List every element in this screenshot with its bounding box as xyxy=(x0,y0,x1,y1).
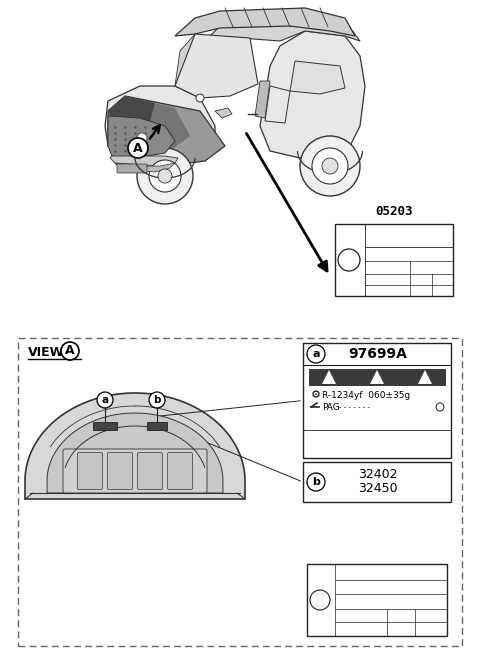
FancyBboxPatch shape xyxy=(117,164,147,173)
FancyBboxPatch shape xyxy=(137,453,163,489)
Polygon shape xyxy=(260,31,365,158)
Polygon shape xyxy=(215,108,232,118)
Text: 05203: 05203 xyxy=(375,205,413,218)
Polygon shape xyxy=(322,370,336,384)
Text: b: b xyxy=(153,395,161,405)
Polygon shape xyxy=(47,413,223,493)
Polygon shape xyxy=(108,96,190,151)
Text: 32402: 32402 xyxy=(358,468,398,482)
Text: PAG: PAG xyxy=(322,403,340,411)
FancyBboxPatch shape xyxy=(303,343,451,458)
Circle shape xyxy=(137,148,193,204)
Circle shape xyxy=(322,158,338,174)
Text: a: a xyxy=(312,349,320,359)
Polygon shape xyxy=(290,61,345,94)
Polygon shape xyxy=(110,156,178,166)
Circle shape xyxy=(436,403,444,411)
Text: A: A xyxy=(65,344,75,358)
Circle shape xyxy=(307,345,325,363)
Circle shape xyxy=(97,392,113,408)
FancyBboxPatch shape xyxy=(168,453,192,489)
Text: 32450: 32450 xyxy=(358,483,398,495)
Polygon shape xyxy=(370,370,384,384)
Circle shape xyxy=(307,473,325,491)
Circle shape xyxy=(196,94,204,102)
Polygon shape xyxy=(108,96,225,166)
Circle shape xyxy=(137,133,147,143)
Text: a: a xyxy=(101,395,108,405)
FancyBboxPatch shape xyxy=(63,449,207,493)
Circle shape xyxy=(61,342,79,360)
Polygon shape xyxy=(175,34,258,98)
Text: A: A xyxy=(133,142,143,155)
Circle shape xyxy=(158,169,172,183)
Circle shape xyxy=(300,136,360,196)
Text: ⚙: ⚙ xyxy=(311,390,321,400)
FancyBboxPatch shape xyxy=(18,338,462,646)
Polygon shape xyxy=(200,16,360,46)
FancyBboxPatch shape xyxy=(307,564,447,636)
Polygon shape xyxy=(25,393,245,499)
FancyBboxPatch shape xyxy=(108,453,132,489)
Circle shape xyxy=(312,148,348,184)
Polygon shape xyxy=(418,370,432,384)
Text: 97699A: 97699A xyxy=(348,347,408,361)
Polygon shape xyxy=(175,8,355,36)
FancyBboxPatch shape xyxy=(93,422,117,430)
FancyBboxPatch shape xyxy=(303,462,451,502)
Text: b: b xyxy=(312,477,320,487)
Polygon shape xyxy=(115,163,175,172)
Text: VIEW: VIEW xyxy=(28,346,64,359)
Circle shape xyxy=(128,138,148,158)
FancyBboxPatch shape xyxy=(77,453,103,489)
Polygon shape xyxy=(105,86,215,161)
Circle shape xyxy=(338,249,360,271)
FancyBboxPatch shape xyxy=(309,369,445,385)
FancyBboxPatch shape xyxy=(335,224,453,296)
Polygon shape xyxy=(265,86,290,123)
Circle shape xyxy=(310,590,330,610)
Polygon shape xyxy=(255,81,270,118)
Text: - - - - - - -: - - - - - - - xyxy=(339,404,370,410)
Text: R-1234yf  060±35g: R-1234yf 060±35g xyxy=(322,390,410,400)
Circle shape xyxy=(149,160,181,192)
Polygon shape xyxy=(175,34,195,86)
Circle shape xyxy=(149,392,165,408)
Polygon shape xyxy=(108,96,155,136)
Polygon shape xyxy=(108,116,175,158)
FancyBboxPatch shape xyxy=(147,422,167,430)
